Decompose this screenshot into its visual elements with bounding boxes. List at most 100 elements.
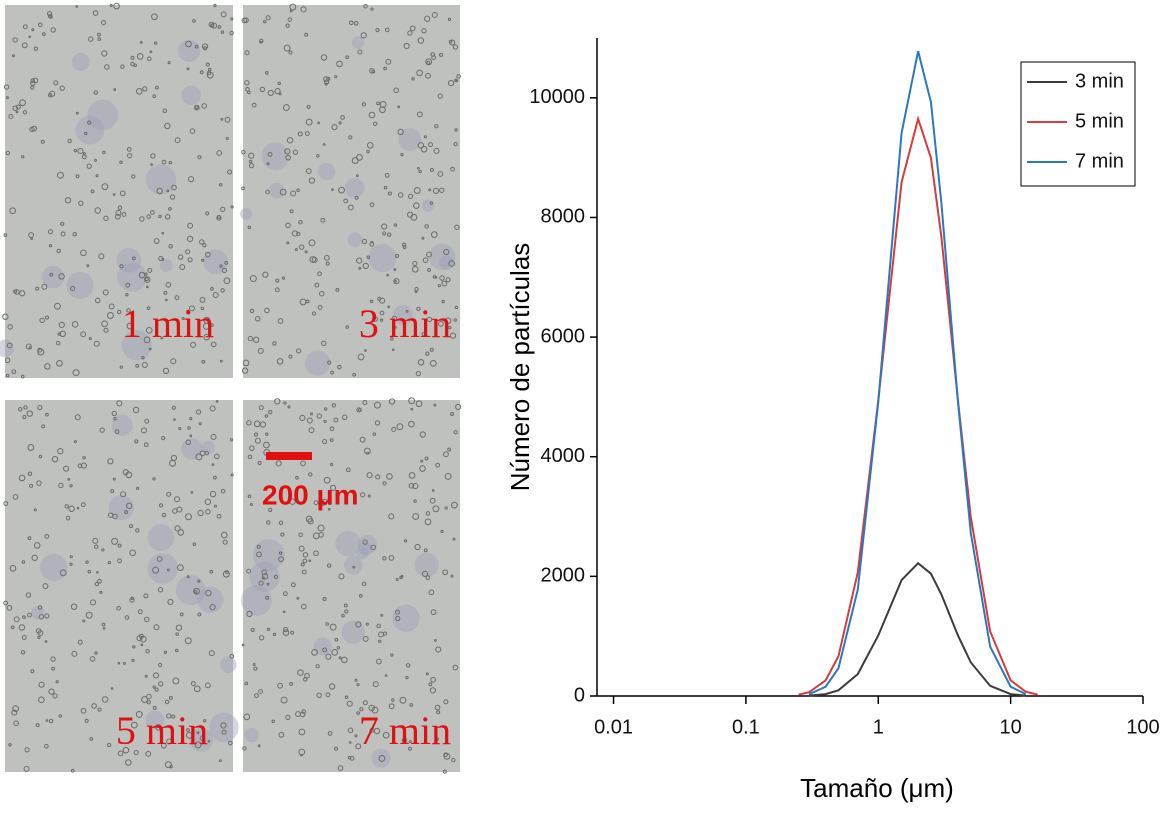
blob	[351, 36, 365, 49]
particle	[275, 278, 280, 283]
blob	[268, 182, 285, 199]
particle	[199, 239, 205, 245]
particle	[152, 477, 156, 481]
particle	[210, 433, 217, 440]
particle	[247, 494, 252, 499]
particle	[221, 729, 227, 735]
particle	[166, 713, 172, 719]
particle	[84, 131, 88, 136]
particle	[443, 248, 450, 256]
particle	[186, 309, 190, 313]
particle	[161, 159, 167, 165]
particle	[433, 403, 437, 407]
particle	[117, 661, 121, 665]
particle	[184, 637, 192, 645]
particle	[414, 290, 418, 294]
particle	[165, 282, 172, 288]
particle	[391, 698, 395, 702]
particle	[334, 637, 339, 642]
particle	[378, 639, 382, 643]
particle	[258, 689, 264, 695]
particle	[143, 336, 151, 344]
particle	[209, 490, 217, 498]
particle	[437, 93, 443, 99]
particle	[329, 438, 334, 443]
particle	[210, 341, 217, 348]
particle	[146, 693, 152, 700]
particle	[345, 55, 350, 60]
particle	[425, 72, 431, 79]
particle	[80, 707, 87, 714]
particle	[23, 765, 30, 772]
particle	[169, 459, 176, 467]
particle	[261, 573, 269, 580]
particle	[117, 543, 122, 548]
particle	[154, 687, 159, 692]
particle	[179, 612, 184, 617]
particle	[144, 276, 151, 283]
particle	[405, 663, 411, 668]
particle	[405, 309, 409, 313]
particle	[264, 71, 269, 75]
particle	[230, 205, 234, 209]
particle	[152, 672, 160, 679]
particle	[357, 353, 365, 361]
particle	[289, 681, 294, 686]
particle	[82, 619, 86, 623]
particle	[140, 427, 147, 434]
particle	[25, 343, 32, 350]
particle	[456, 74, 461, 79]
particle	[259, 38, 264, 44]
particle	[224, 260, 229, 265]
particle	[56, 171, 64, 179]
particle	[296, 188, 300, 193]
particle	[268, 507, 273, 513]
particle	[356, 257, 363, 264]
particle	[421, 236, 425, 240]
panel-label: 5 min	[116, 708, 208, 753]
particle	[97, 578, 102, 584]
particle	[153, 41, 158, 45]
particle	[358, 594, 363, 598]
particle	[258, 635, 265, 641]
particle	[174, 648, 179, 653]
particle	[295, 475, 299, 480]
particle	[44, 315, 50, 320]
particle	[320, 217, 326, 223]
particle	[101, 183, 109, 191]
particle	[44, 613, 50, 619]
particle	[152, 566, 160, 574]
particle	[37, 605, 43, 610]
particle	[59, 330, 66, 338]
particle	[164, 122, 171, 130]
particle	[201, 359, 206, 364]
particle	[428, 682, 433, 687]
particle	[223, 277, 231, 285]
particle	[229, 654, 235, 659]
particle	[305, 118, 313, 126]
particle	[214, 453, 220, 460]
particle	[68, 505, 75, 512]
micrographs	[0, 2, 462, 774]
particle	[395, 609, 400, 615]
particle	[329, 426, 335, 432]
particle	[45, 719, 49, 722]
particle	[20, 374, 25, 379]
particle	[156, 556, 163, 562]
particle	[329, 462, 334, 467]
particle	[146, 56, 152, 62]
particle	[429, 167, 434, 173]
blob	[201, 440, 216, 455]
particle	[361, 581, 367, 587]
particle	[91, 703, 97, 709]
blob	[147, 524, 175, 552]
particle	[44, 640, 48, 643]
particle	[101, 548, 105, 552]
particle	[447, 17, 452, 21]
particle	[82, 151, 86, 156]
particle	[348, 741, 352, 744]
particle	[254, 693, 259, 699]
particle	[317, 271, 322, 277]
particle	[357, 408, 362, 412]
particle	[436, 710, 441, 715]
